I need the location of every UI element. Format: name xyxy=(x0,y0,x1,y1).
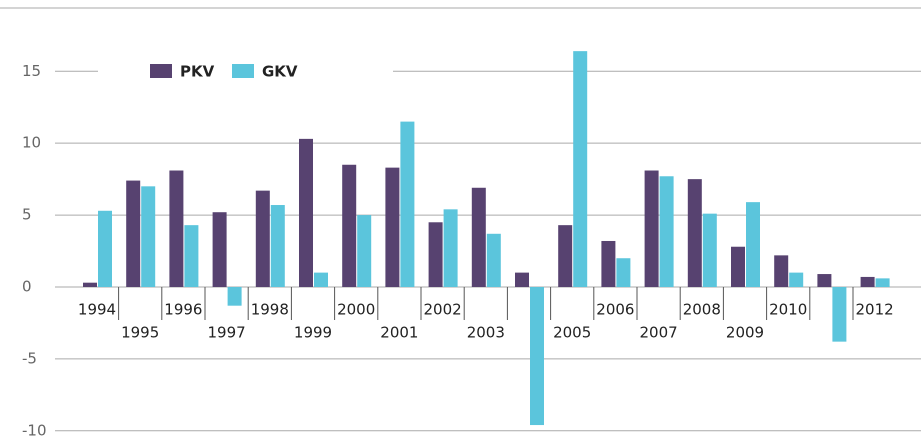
bar xyxy=(342,164,357,287)
x-tick-label: 2005 xyxy=(553,323,591,341)
bar xyxy=(471,187,486,287)
legend-label: PKV xyxy=(180,63,215,81)
bar xyxy=(98,210,112,287)
bar xyxy=(270,205,285,287)
bar xyxy=(443,209,458,287)
y-tick-label: 10 xyxy=(22,134,41,152)
bar xyxy=(573,51,588,287)
y-tick-label: -10 xyxy=(22,421,47,438)
bar xyxy=(299,138,313,287)
x-tick-label: 1998 xyxy=(251,300,289,318)
bar xyxy=(255,190,270,287)
x-tick-label: 2003 xyxy=(467,323,505,341)
legend-swatch xyxy=(232,64,254,78)
bar xyxy=(314,272,328,287)
x-tick-label: 1996 xyxy=(164,300,202,318)
x-tick-label: 2007 xyxy=(640,323,678,341)
bar xyxy=(731,246,745,287)
x-tick-label: 2012 xyxy=(856,300,894,318)
y-tick-label: 5 xyxy=(22,206,32,224)
x-tick-label: 2001 xyxy=(380,323,418,341)
bar xyxy=(616,258,631,287)
bar xyxy=(83,282,97,287)
bar xyxy=(400,121,415,287)
x-tick-label: 1997 xyxy=(208,323,246,341)
bar xyxy=(817,274,832,287)
bar xyxy=(832,286,847,342)
bar xyxy=(644,170,659,287)
bar xyxy=(774,255,789,287)
x-tick-label: 1994 xyxy=(78,300,116,318)
bar xyxy=(141,186,156,287)
bar xyxy=(385,167,400,287)
bar xyxy=(558,225,573,287)
bar xyxy=(659,176,674,287)
bar xyxy=(428,222,443,287)
y-tick-label: 15 xyxy=(22,62,41,80)
x-tick-label: 2009 xyxy=(726,323,764,341)
bar xyxy=(184,225,199,287)
bar xyxy=(875,278,890,287)
bar xyxy=(601,240,616,287)
bar xyxy=(212,212,227,287)
legend-label: GKV xyxy=(262,63,298,81)
bar xyxy=(486,233,501,287)
bar xyxy=(515,272,529,287)
bar xyxy=(687,179,702,287)
x-tick-label: 2000 xyxy=(337,300,375,318)
x-tick-label: 2002 xyxy=(424,300,462,318)
x-tick-label: 1995 xyxy=(121,323,159,341)
bar xyxy=(789,272,804,287)
x-tick-label: 2006 xyxy=(596,300,634,318)
x-tick-label: 2008 xyxy=(683,300,721,318)
bar xyxy=(227,286,242,306)
y-tick-label: 0 xyxy=(22,277,32,295)
x-tick-label: 2010 xyxy=(769,300,807,318)
bar xyxy=(746,202,760,287)
bar xyxy=(860,276,875,287)
bar xyxy=(530,286,544,426)
bar xyxy=(169,170,184,287)
y-tick-label: -5 xyxy=(22,349,37,367)
bar xyxy=(126,180,141,287)
legend-swatch xyxy=(150,64,172,78)
bar xyxy=(357,215,372,287)
x-tick-label: 1999 xyxy=(294,323,332,341)
bar xyxy=(702,213,717,287)
